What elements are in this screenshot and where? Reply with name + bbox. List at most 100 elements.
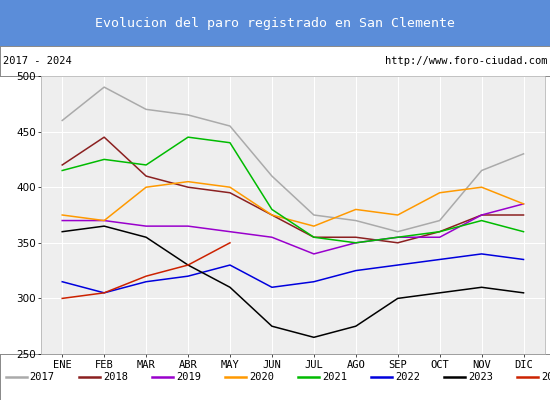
2022 — [311, 279, 317, 284]
2022 — [143, 279, 150, 284]
2019 — [478, 212, 485, 217]
2023 — [436, 290, 443, 295]
2017 — [268, 174, 275, 178]
2017 — [436, 218, 443, 223]
2017 — [59, 118, 65, 123]
2021 — [478, 218, 485, 223]
2020 — [101, 218, 107, 223]
2017 — [520, 152, 527, 156]
2024 — [227, 240, 233, 245]
2020 — [185, 179, 191, 184]
2022 — [268, 285, 275, 290]
Text: 2022: 2022 — [395, 372, 420, 382]
2023 — [59, 229, 65, 234]
2023 — [394, 296, 401, 301]
2020 — [143, 185, 150, 190]
2019 — [101, 218, 107, 223]
2021 — [520, 229, 527, 234]
2024 — [59, 296, 65, 301]
2023 — [185, 263, 191, 268]
Text: 2018: 2018 — [103, 372, 128, 382]
Line: 2022: 2022 — [62, 254, 524, 293]
2023 — [520, 290, 527, 295]
2022 — [227, 263, 233, 268]
2019 — [311, 252, 317, 256]
2017 — [227, 124, 233, 128]
2019 — [227, 229, 233, 234]
2019 — [436, 235, 443, 240]
Text: 2019: 2019 — [176, 372, 201, 382]
2021 — [185, 135, 191, 140]
2019 — [59, 218, 65, 223]
2024 — [101, 290, 107, 295]
2020 — [520, 202, 527, 206]
2021 — [394, 235, 401, 240]
2018 — [311, 235, 317, 240]
Text: 2017: 2017 — [30, 372, 54, 382]
Line: 2024: 2024 — [62, 243, 230, 298]
Text: 2021: 2021 — [322, 372, 347, 382]
2017 — [478, 168, 485, 173]
Line: 2021: 2021 — [62, 137, 524, 243]
2019 — [353, 240, 359, 245]
2017 — [353, 218, 359, 223]
2022 — [520, 257, 527, 262]
2023 — [353, 324, 359, 329]
2021 — [436, 229, 443, 234]
2018 — [185, 185, 191, 190]
2020 — [436, 190, 443, 195]
2022 — [185, 274, 191, 278]
2017 — [185, 112, 191, 117]
Line: 2023: 2023 — [62, 226, 524, 337]
Line: 2017: 2017 — [62, 87, 524, 232]
2019 — [185, 224, 191, 228]
2021 — [59, 168, 65, 173]
2018 — [394, 240, 401, 245]
2021 — [227, 140, 233, 145]
2020 — [311, 224, 317, 228]
Text: 2023: 2023 — [468, 372, 493, 382]
2019 — [520, 202, 527, 206]
2023 — [143, 235, 150, 240]
2020 — [394, 212, 401, 217]
2018 — [478, 212, 485, 217]
2020 — [59, 212, 65, 217]
2021 — [268, 207, 275, 212]
2018 — [520, 212, 527, 217]
Line: 2020: 2020 — [62, 182, 524, 226]
2023 — [311, 335, 317, 340]
Text: 2020: 2020 — [249, 372, 274, 382]
Text: http://www.foro-ciudad.com: http://www.foro-ciudad.com — [385, 56, 547, 66]
2020 — [268, 212, 275, 217]
2018 — [268, 212, 275, 217]
2018 — [353, 235, 359, 240]
2023 — [268, 324, 275, 329]
2017 — [101, 85, 107, 90]
2017 — [311, 212, 317, 217]
2021 — [101, 157, 107, 162]
2024 — [185, 263, 191, 268]
2019 — [394, 235, 401, 240]
2020 — [478, 185, 485, 190]
2023 — [101, 224, 107, 228]
2017 — [143, 107, 150, 112]
2023 — [478, 285, 485, 290]
2022 — [436, 257, 443, 262]
2024 — [143, 274, 150, 278]
Text: Evolucion del paro registrado en San Clemente: Evolucion del paro registrado en San Cle… — [95, 16, 455, 30]
2018 — [143, 174, 150, 178]
2022 — [353, 268, 359, 273]
Line: 2019: 2019 — [62, 204, 524, 254]
2017 — [394, 229, 401, 234]
2022 — [394, 263, 401, 268]
2018 — [227, 190, 233, 195]
2018 — [436, 229, 443, 234]
2021 — [143, 162, 150, 167]
2022 — [59, 279, 65, 284]
2023 — [227, 285, 233, 290]
Text: 2017 - 2024: 2017 - 2024 — [3, 56, 72, 66]
2019 — [143, 224, 150, 228]
2020 — [227, 185, 233, 190]
2022 — [478, 252, 485, 256]
2020 — [353, 207, 359, 212]
